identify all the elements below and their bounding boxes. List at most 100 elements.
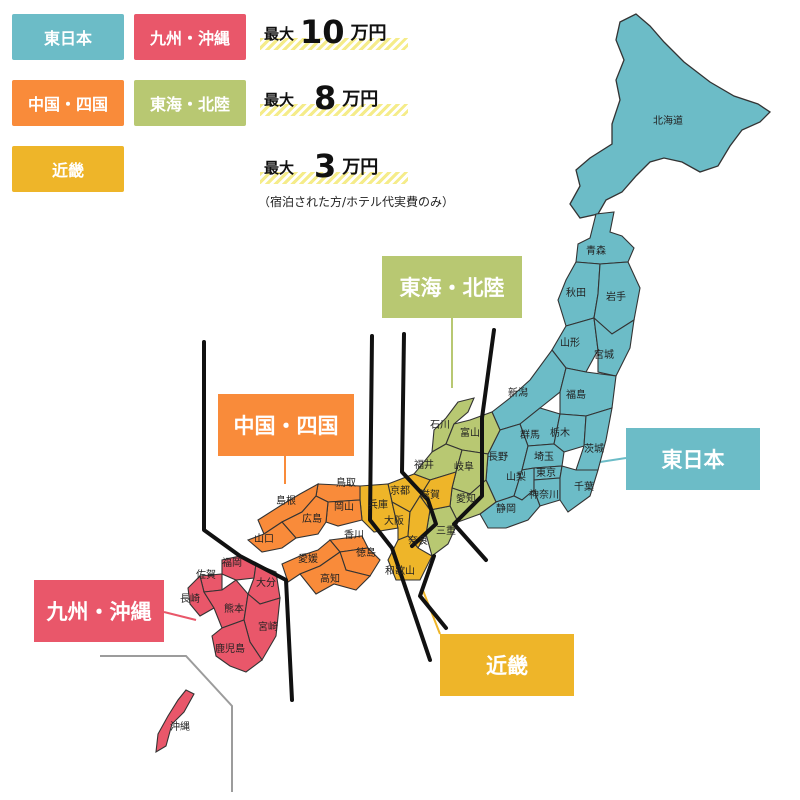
- prefecture-label: 佐賀: [196, 569, 216, 581]
- region-boundaries: [202, 328, 496, 702]
- region-tokai-hokuriku: [413, 397, 501, 557]
- connector-lines: [100, 318, 627, 792]
- callout-kinki-label: 近畿: [486, 654, 528, 678]
- prefecture-label: 和歌山: [385, 564, 415, 577]
- prefecture-label: 高知: [320, 572, 340, 585]
- prefecture-okinawa: [155, 689, 195, 754]
- prefecture-label: 千葉: [574, 480, 594, 493]
- reward-prefix: 最大: [264, 25, 295, 43]
- prefecture-label: 北海道: [653, 114, 683, 127]
- prefecture-label: 青森: [586, 244, 606, 257]
- prefecture-tochigi: [553, 413, 587, 453]
- prefecture-label: 神奈川: [529, 488, 559, 501]
- connector-east: [599, 457, 627, 463]
- prefecture-label: 山梨: [506, 470, 526, 483]
- callout-tokai-label: 東海・北陸: [399, 276, 505, 300]
- callout-chugoku-label: 中国・四国: [233, 414, 339, 438]
- connector-okinawa: [100, 655, 233, 792]
- callout-kyushu-label: 九州・沖縄: [46, 600, 152, 624]
- prefecture-label: 岐阜: [454, 460, 474, 473]
- legend-tokai: 東海・北陸: [134, 80, 246, 126]
- callout-kyushu: 九州・沖縄: [34, 580, 164, 642]
- prefecture-label: 静岡: [496, 502, 516, 515]
- callout-east-label: 東日本: [661, 448, 725, 472]
- prefecture-label: 大阪: [384, 514, 404, 527]
- legend-chugoku-label: 中国・四国: [27, 95, 108, 114]
- reward-amount: 3: [314, 147, 337, 185]
- reward-note: （宿泊された方/ホテル代実費のみ）: [258, 195, 455, 209]
- prefecture-label: 東京: [536, 466, 556, 479]
- prefecture-label: 長野: [488, 451, 508, 463]
- connector-kyushu: [163, 611, 197, 621]
- prefecture-label: 広島: [302, 512, 322, 525]
- boundary-west: [202, 340, 294, 702]
- prefecture-label: 三重: [436, 524, 456, 537]
- prefecture-hokkaido: [569, 13, 772, 219]
- reward-max-3: 最大 3 万円: [260, 147, 408, 185]
- prefecture-label: 石川: [430, 420, 450, 431]
- legend-chugoku: 中国・四国: [12, 80, 124, 126]
- reward-max-8: 最大 8 万円: [260, 79, 408, 117]
- prefecture-label: 大分: [256, 576, 276, 589]
- prefecture-label: 宮崎: [258, 620, 278, 633]
- reward-prefix: 最大: [264, 91, 295, 109]
- callout-tokai: 東海・北陸: [382, 256, 522, 318]
- legend-kinki: 近畿: [12, 146, 124, 192]
- prefecture-label: 愛知: [456, 492, 476, 505]
- prefecture-label: 徳島: [356, 546, 376, 559]
- prefecture-label: 熊本: [224, 602, 244, 615]
- prefecture-label: 岡山: [334, 501, 354, 513]
- prefecture-label: 長崎: [180, 592, 200, 605]
- reward-amount: 8: [314, 79, 337, 117]
- prefecture-label: 愛媛: [298, 552, 318, 565]
- prefecture-label: 福井: [414, 458, 434, 471]
- legend-kyushu: 九州・沖縄: [134, 14, 246, 60]
- prefecture-label: 滋賀: [420, 488, 440, 501]
- prefecture-label: 山形: [560, 337, 580, 349]
- prefecture-kochi: [299, 551, 372, 595]
- prefecture-label: 香川: [344, 529, 364, 541]
- boundary-tokai-east: [452, 328, 496, 562]
- prefecture-kanagawa: [533, 477, 561, 507]
- prefecture-label: 鳥取: [336, 476, 356, 489]
- legend-tokai-label: 東海・北陸: [149, 95, 230, 114]
- prefecture-label: 栃木: [550, 426, 570, 439]
- reward-max-10: 最大 10 万円: [260, 14, 408, 50]
- reward-prefix: 最大: [264, 159, 295, 177]
- reward-unit: 万円: [342, 89, 379, 110]
- boundary-kinki-south: [418, 554, 448, 630]
- callout-east: 東日本: [626, 428, 760, 490]
- legend-kinki-label: 近畿: [51, 161, 84, 180]
- prefecture-label: 群馬: [520, 428, 540, 441]
- boundary-kinki-inner: [400, 332, 438, 548]
- legend-east-label: 東日本: [43, 29, 92, 48]
- prefecture-miyagi: [593, 316, 635, 377]
- reward-unit: 万円: [342, 157, 379, 178]
- region-kinki: [359, 471, 457, 581]
- prefecture-label: 京都: [390, 484, 410, 497]
- legend-kyushu-label: 九州・沖縄: [149, 29, 230, 48]
- prefecture-label: 秋田: [566, 286, 586, 299]
- prefecture-label: 新潟: [508, 386, 528, 399]
- prefecture-label: 茨城: [584, 442, 604, 455]
- prefecture-shizuoka: [479, 489, 541, 529]
- prefecture-yamaguchi: [246, 521, 297, 553]
- region-chugoku-shikoku: [246, 482, 381, 595]
- legend-east: 東日本: [12, 14, 124, 60]
- region-kyushu: [155, 555, 281, 754]
- prefecture-chiba: [559, 465, 599, 513]
- callout-kinki: 近畿: [440, 634, 574, 696]
- prefecture-label: 兵庫: [368, 498, 388, 511]
- prefecture-label: 岩手: [606, 290, 626, 303]
- prefecture-label: 山口: [254, 533, 274, 545]
- region-east-honshu: [479, 211, 641, 529]
- prefecture-label: 福島: [566, 388, 586, 401]
- boundary-chugoku-kinki: [368, 334, 432, 662]
- callout-chugoku: 中国・四国: [218, 394, 354, 456]
- prefecture-label: 福岡: [222, 556, 242, 569]
- prefecture-label: 沖縄: [170, 720, 190, 733]
- prefecture-label: 鹿児島: [215, 642, 245, 655]
- reward-unit: 万円: [350, 23, 387, 44]
